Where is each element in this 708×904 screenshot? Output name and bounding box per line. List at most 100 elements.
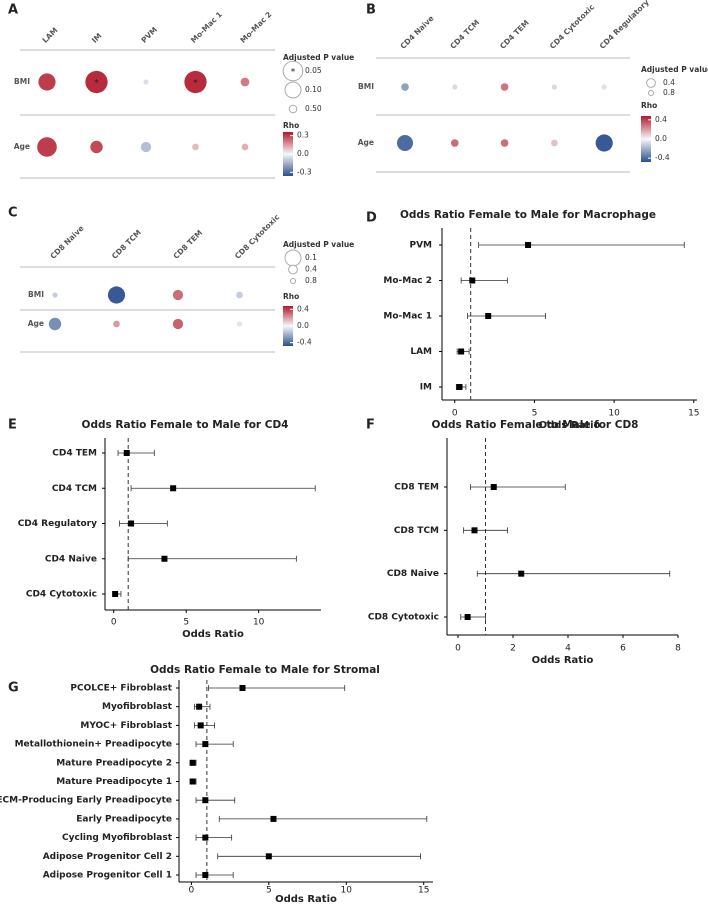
column-label: CD4 Cytotoxic bbox=[548, 3, 596, 51]
x-tick-label: 15 bbox=[418, 886, 429, 896]
estimate-point bbox=[196, 703, 203, 710]
estimate-point bbox=[239, 685, 246, 691]
dot bbox=[172, 318, 184, 330]
x-tick-label: 10 bbox=[341, 886, 353, 896]
dot bbox=[172, 289, 184, 301]
x-tick-label: 8 bbox=[675, 644, 681, 654]
estimate-point bbox=[202, 834, 209, 841]
category-label: CD8 TCM bbox=[394, 526, 439, 536]
dot bbox=[397, 135, 413, 151]
dot bbox=[236, 321, 243, 327]
size-legend-label: 0.4 bbox=[305, 265, 317, 274]
column-label: CD4 TCM bbox=[448, 18, 481, 51]
dot bbox=[143, 79, 149, 85]
category-label: Mo-Mac 1 bbox=[383, 312, 432, 322]
estimate-point bbox=[197, 722, 204, 729]
x-tick-label: 5 bbox=[266, 886, 272, 896]
category-label: Mature Preadipocyte 1 bbox=[56, 777, 172, 787]
color-tick-label: -0.4 bbox=[297, 338, 312, 347]
color-bar bbox=[641, 116, 651, 162]
x-tick-label: 0 bbox=[455, 644, 461, 654]
category-label: CD4 Cytotoxic bbox=[26, 590, 97, 600]
size-legend-key bbox=[284, 249, 302, 267]
category-label: MYOC+ Fibroblast bbox=[80, 721, 172, 731]
size-legend-label: 0.4 bbox=[663, 78, 675, 87]
size-legend-label: 0.50 bbox=[305, 104, 322, 113]
dot bbox=[500, 83, 509, 91]
dot bbox=[113, 320, 120, 328]
dot bbox=[595, 134, 613, 152]
row-label: Age bbox=[358, 138, 374, 147]
dot bbox=[236, 291, 243, 299]
size-legend-label: 0.1 bbox=[305, 253, 317, 262]
x-tick-label: 5 bbox=[183, 618, 189, 628]
size-legend-title: Adjusted P value bbox=[641, 65, 708, 74]
dot bbox=[500, 139, 509, 147]
category-label: ECM-Producing Early Preadipocyte bbox=[0, 796, 172, 806]
estimate-point bbox=[189, 759, 196, 766]
size-legend-key bbox=[284, 81, 302, 99]
color-tick-label: -0.4 bbox=[655, 153, 670, 162]
category-label: CD4 Regulatory bbox=[18, 519, 97, 529]
size-legend-label: 0.05 bbox=[305, 66, 322, 75]
category-label: Metallothionein+ Preadipocyte bbox=[15, 740, 172, 750]
row-label: BMI bbox=[14, 77, 30, 86]
estimate-point bbox=[464, 614, 471, 620]
dot bbox=[184, 70, 207, 94]
category-label: Adipose Progenitor Cell 2 bbox=[43, 852, 172, 862]
row-label: BMI bbox=[28, 290, 44, 299]
dot bbox=[551, 139, 558, 147]
x-tick-label: 2 bbox=[510, 644, 516, 654]
category-label: Early Preadipocyte bbox=[76, 814, 172, 824]
column-label: Mo-Mac 2 bbox=[238, 10, 273, 45]
x-axis-label: Odds Ratio bbox=[275, 894, 337, 904]
size-legend-key bbox=[289, 277, 297, 285]
color-legend-title: Rho bbox=[283, 121, 299, 130]
category-label: IM bbox=[420, 383, 432, 393]
column-label: PVM bbox=[139, 25, 159, 45]
x-axis-label: Odds Ratio bbox=[182, 629, 244, 640]
category-label: Myofibroblast bbox=[102, 702, 173, 712]
dot bbox=[107, 286, 126, 304]
x-tick-label: 15 bbox=[688, 409, 699, 419]
color-tick-label: 0.4 bbox=[655, 115, 667, 124]
panel-label: E bbox=[8, 418, 17, 433]
dot bbox=[90, 140, 103, 154]
estimate-point bbox=[202, 872, 209, 878]
column-label: CD4 Naive bbox=[398, 14, 435, 51]
dot bbox=[38, 73, 56, 91]
dot bbox=[52, 292, 58, 298]
size-legend-key bbox=[646, 78, 656, 88]
dot bbox=[452, 84, 458, 90]
color-tick-label: 0.3 bbox=[297, 131, 309, 140]
size-legend-key bbox=[288, 264, 298, 275]
column-label: CD4 TEM bbox=[498, 18, 531, 51]
color-tick-label: -0.3 bbox=[297, 167, 312, 176]
color-tick-label: 0.0 bbox=[655, 134, 667, 143]
row-label: Age bbox=[28, 319, 44, 328]
chart-title: Odds Ratio Female to Male for Stromal bbox=[150, 664, 380, 676]
x-tick-label: 0 bbox=[111, 618, 117, 628]
category-label: LAM bbox=[410, 347, 432, 357]
color-bar bbox=[283, 132, 293, 176]
size-legend-label: 0.10 bbox=[305, 85, 322, 94]
dot bbox=[48, 317, 62, 331]
chart-title: Odds Ratio Female to Male for Macrophage bbox=[400, 209, 656, 221]
color-legend-title: Rho bbox=[641, 101, 657, 110]
x-tick-label: 10 bbox=[253, 618, 265, 628]
estimate-point bbox=[128, 520, 135, 527]
size-legend-title: Adjusted P value bbox=[283, 240, 354, 249]
category-label: Mature Preadipocyte 2 bbox=[56, 758, 172, 768]
category-label: PCOLCE+ Fibroblast bbox=[70, 684, 172, 694]
panel-label: A bbox=[8, 3, 18, 18]
estimate-point bbox=[123, 450, 130, 456]
dot bbox=[37, 137, 57, 157]
estimate-point bbox=[471, 527, 478, 534]
panel-label: C bbox=[8, 206, 18, 221]
x-axis-label: Odds Ratio bbox=[532, 655, 594, 666]
panel-label: B bbox=[366, 3, 376, 18]
row-label: BMI bbox=[358, 82, 374, 91]
estimate-point bbox=[202, 741, 209, 748]
size-legend-star: * bbox=[291, 68, 296, 78]
